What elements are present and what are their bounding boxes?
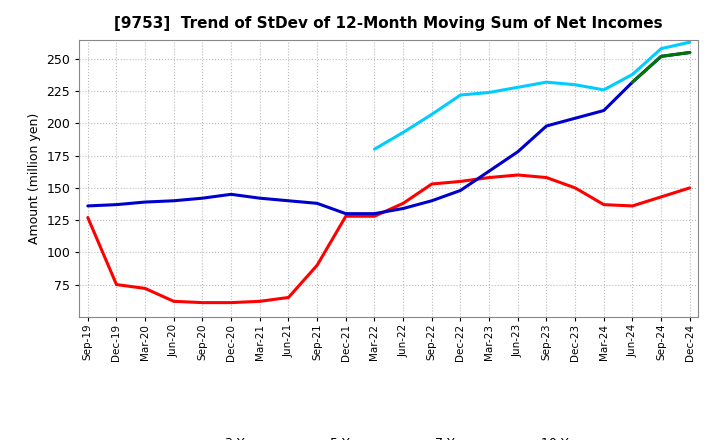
5 Years <box>428 198 436 203</box>
7 Years <box>456 92 465 98</box>
Line: 10 Years: 10 Years <box>632 52 690 82</box>
3 Years <box>341 213 350 219</box>
3 Years <box>685 185 694 191</box>
7 Years <box>513 84 522 90</box>
3 Years <box>198 300 207 305</box>
5 Years <box>169 198 178 203</box>
5 Years <box>84 203 92 209</box>
Line: 5 Years: 5 Years <box>88 52 690 214</box>
5 Years <box>198 195 207 201</box>
Line: 7 Years: 7 Years <box>374 42 690 149</box>
10 Years <box>657 54 665 59</box>
5 Years <box>600 108 608 113</box>
3 Years <box>657 194 665 199</box>
7 Years <box>571 82 580 88</box>
Legend: 3 Years, 5 Years, 7 Years, 10 Years: 3 Years, 5 Years, 7 Years, 10 Years <box>179 432 598 440</box>
5 Years <box>399 206 408 211</box>
3 Years <box>227 300 235 305</box>
3 Years <box>542 175 551 180</box>
Title: [9753]  Trend of StDev of 12-Month Moving Sum of Net Incomes: [9753] Trend of StDev of 12-Month Moving… <box>114 16 663 32</box>
7 Years <box>370 147 379 152</box>
5 Years <box>513 149 522 154</box>
3 Years <box>513 172 522 178</box>
3 Years <box>485 175 493 180</box>
7 Years <box>600 87 608 92</box>
7 Years <box>485 90 493 95</box>
3 Years <box>256 299 264 304</box>
7 Years <box>428 112 436 117</box>
5 Years <box>112 202 121 207</box>
3 Years <box>141 286 150 291</box>
5 Years <box>657 54 665 59</box>
3 Years <box>169 299 178 304</box>
3 Years <box>370 213 379 219</box>
5 Years <box>628 80 636 85</box>
10 Years <box>685 50 694 55</box>
3 Years <box>456 179 465 184</box>
5 Years <box>227 192 235 197</box>
5 Years <box>312 201 321 206</box>
3 Years <box>571 185 580 191</box>
5 Years <box>685 50 694 55</box>
7 Years <box>628 72 636 77</box>
3 Years <box>84 215 92 220</box>
Y-axis label: Amount (million yen): Amount (million yen) <box>28 113 41 244</box>
3 Years <box>284 295 293 300</box>
5 Years <box>370 211 379 216</box>
3 Years <box>312 263 321 268</box>
5 Years <box>141 199 150 205</box>
7 Years <box>542 80 551 85</box>
5 Years <box>542 123 551 128</box>
3 Years <box>428 181 436 187</box>
5 Years <box>284 198 293 203</box>
Line: 3 Years: 3 Years <box>88 175 690 303</box>
3 Years <box>600 202 608 207</box>
5 Years <box>341 211 350 216</box>
10 Years <box>628 80 636 85</box>
5 Years <box>571 116 580 121</box>
7 Years <box>685 40 694 45</box>
7 Years <box>657 46 665 51</box>
7 Years <box>399 130 408 135</box>
3 Years <box>399 201 408 206</box>
3 Years <box>628 203 636 209</box>
3 Years <box>112 282 121 287</box>
5 Years <box>256 195 264 201</box>
5 Years <box>456 188 465 193</box>
5 Years <box>485 169 493 174</box>
